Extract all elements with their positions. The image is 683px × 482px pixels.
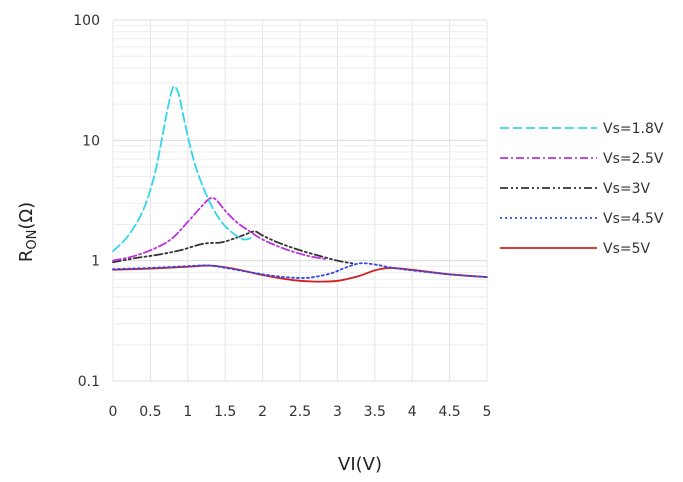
y-tick-label: 100 <box>73 13 100 29</box>
y-axis-label-sub: ON <box>25 230 40 250</box>
x-tick-label: 4.5 <box>438 404 460 420</box>
series-line-vs-3v <box>112 230 354 265</box>
x-tick-label: 0.5 <box>139 404 161 420</box>
grid <box>112 19 488 382</box>
legend-label: Vs=3V <box>603 181 651 197</box>
legend: Vs=1.8V Vs=2.5V Vs=3V Vs=4.5V Vs=5V <box>500 121 664 257</box>
series-line-vs-2-5v <box>112 196 328 262</box>
y-axis-label-unit: (Ω) <box>16 202 37 230</box>
series-layer <box>112 85 488 283</box>
x-tick-label: 0 <box>109 404 118 420</box>
x-tick-label: 2.5 <box>289 404 311 420</box>
x-tick-label: 1 <box>183 404 192 420</box>
y-tick-label: 10 <box>82 133 100 149</box>
x-tick-label: 5 <box>483 404 492 420</box>
x-tick-label: 2 <box>258 404 267 420</box>
legend-label: Vs=2.5V <box>603 151 664 167</box>
series-line-vs-1-8v <box>112 85 253 253</box>
y-tick-label: 0.1 <box>78 374 100 390</box>
x-axis-label: VI(V) <box>338 454 382 475</box>
y-tick-label: 1 <box>91 254 100 270</box>
x-tick-label: 4 <box>408 404 417 420</box>
legend-label: Vs=5V <box>603 241 651 257</box>
y-axis-label: RON(Ω) <box>16 202 40 262</box>
legend-label: Vs=4.5V <box>603 211 664 227</box>
x-tick-label: 3.5 <box>364 404 386 420</box>
legend-label: Vs=1.8V <box>603 121 664 137</box>
y-axis-label-main: R <box>16 250 37 263</box>
tick-labels: 0 0.5 1 1.5 2 2.5 3 3.5 4 4.5 5 0.1 1 10 100 <box>73 13 491 420</box>
x-tick-label: 1.5 <box>214 404 236 420</box>
x-tick-label: 3 <box>333 404 342 420</box>
series-line-vs-4-5v <box>112 262 488 279</box>
